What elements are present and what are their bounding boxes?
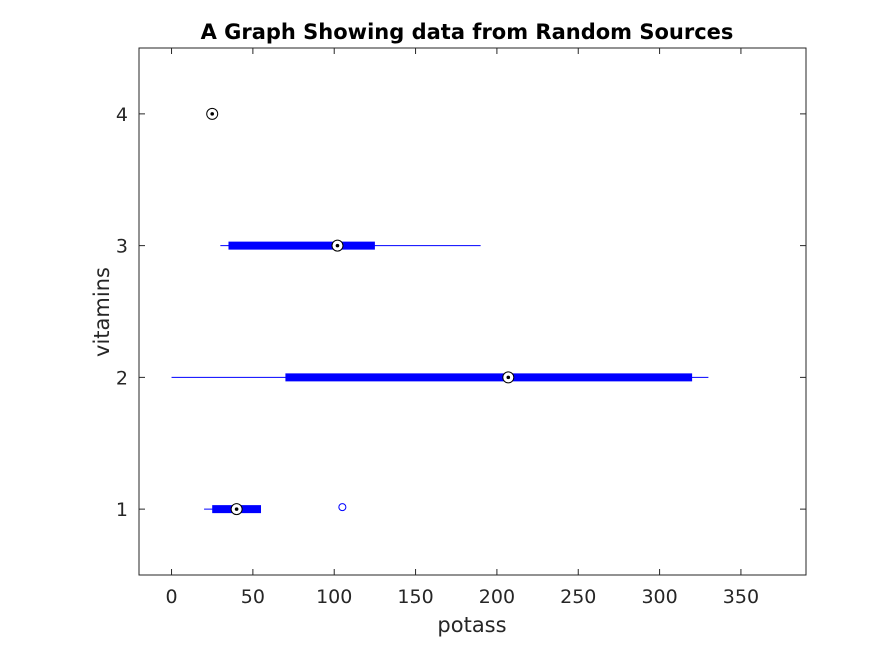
x-tick-label: 50 [241,586,265,608]
x-tick-label: 150 [397,586,433,608]
outlier-point [338,503,347,512]
y-axis-label: vitamins [90,267,114,357]
median-dot [234,507,239,511]
x-tick-label: 0 [165,586,177,608]
median-dot [335,243,340,248]
y-tick-label: 4 [116,104,128,126]
x-tick-label: 300 [641,586,677,608]
x-axis-label: potass [437,613,506,637]
box-series [171,107,709,516]
box-group-2 [171,371,709,384]
y-tick-label: 1 [116,499,128,521]
x-axis: 0 50 100 150 200 250 300 350 [165,48,759,608]
x-tick-label: 350 [723,586,759,608]
median-dot [210,112,215,116]
x-tick-label: 250 [560,586,596,608]
y-tick-label: 3 [116,236,128,258]
y-axis: 1 2 3 4 [116,104,806,521]
x-tick-label: 200 [479,586,515,608]
box-group-1 [204,503,347,516]
plot-area [138,47,807,576]
y-tick-label: 2 [116,367,128,389]
iqr-box [228,241,375,250]
chart-title: A Graph Showing data from Random Sources [201,20,734,44]
iqr-box [285,373,693,382]
x-tick-label: 100 [316,586,352,608]
box-group-4 [206,107,219,120]
median-dot [506,375,511,380]
box-group-3 [220,239,481,252]
